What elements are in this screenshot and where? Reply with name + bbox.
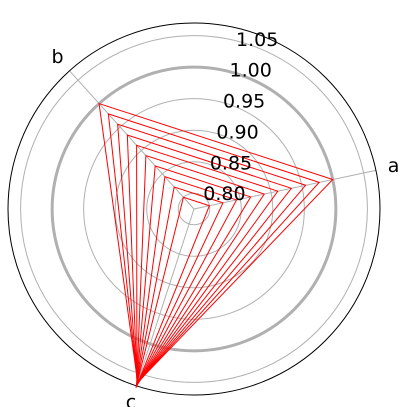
series-polygon-5: [136, 144, 279, 387]
r-tick-labels: 0.80 0.85 0.90 0.95 1.00 1.05: [203, 29, 278, 205]
series-polygon-8: [107, 113, 321, 385]
ring-gridline-5: [20, 35, 368, 383]
series-polygon-7: [117, 123, 307, 385]
spoke-b: [69, 70, 195, 210]
r-tick-label: 0.95: [223, 91, 265, 113]
axis-label-a: a: [388, 155, 400, 177]
series-polygon-0: [135, 196, 211, 388]
series-polygon-1: [135, 186, 224, 388]
outer-frame: [7, 22, 381, 396]
ring-gridline-1: [146, 161, 242, 257]
series-group: [98, 102, 334, 388]
series-polygon-3: [136, 165, 252, 387]
series-polygon-6: [126, 134, 293, 386]
grid: [7, 22, 381, 396]
ring-gridline-4: [50, 65, 338, 353]
axis-label-c: c: [126, 392, 136, 407]
spoke-a: [193, 169, 377, 210]
axis-labels: a b c: [51, 46, 399, 407]
axis-label-b: b: [51, 46, 63, 68]
series-polygon-4: [136, 154, 266, 388]
series-polygon-9: [98, 102, 334, 384]
series-polygon-2: [135, 176, 238, 387]
r-tick-label: 1.05: [236, 29, 278, 51]
r-tick-label: 0.90: [216, 121, 258, 143]
r-tick-label: 1.00: [230, 60, 272, 82]
spoke-c: [136, 208, 195, 387]
ring-gridline-2: [114, 129, 274, 289]
r-tick-label: 0.80: [203, 183, 245, 205]
r-tick-label: 0.85: [210, 152, 252, 174]
